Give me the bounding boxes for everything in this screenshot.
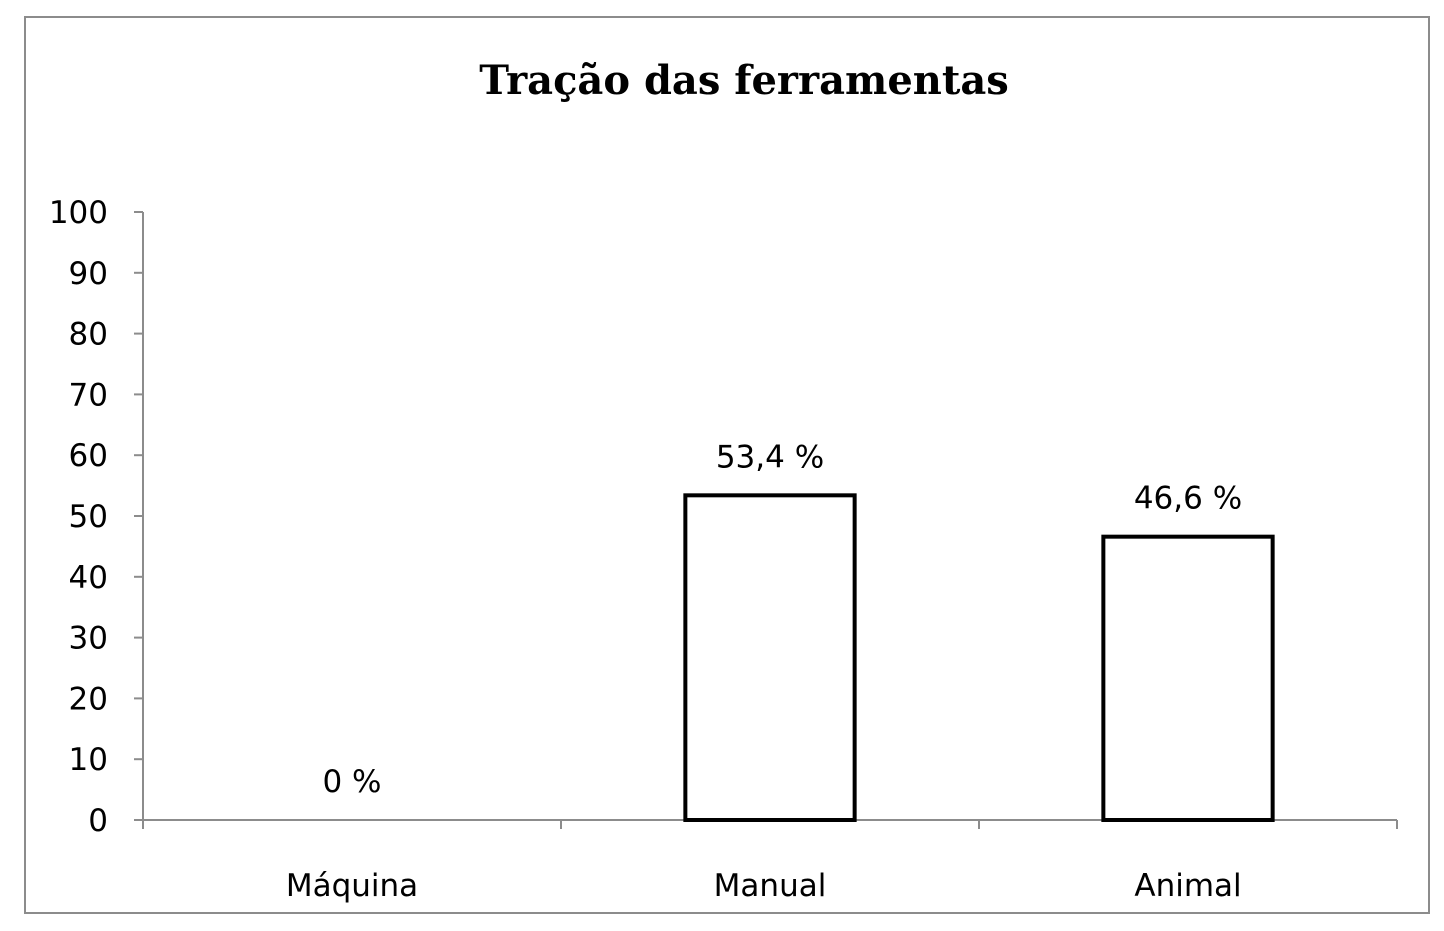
x-category-label: Animal bbox=[1134, 868, 1241, 904]
y-tick-label: 70 bbox=[69, 377, 108, 413]
y-tick-label: 60 bbox=[69, 438, 108, 474]
y-tick-label: 40 bbox=[69, 560, 108, 596]
y-tick-label: 10 bbox=[69, 742, 108, 778]
y-tick-label: 80 bbox=[69, 317, 108, 353]
y-tick-label: 20 bbox=[69, 681, 108, 717]
y-tick-label: 100 bbox=[49, 195, 108, 231]
y-tick-label: 30 bbox=[69, 621, 108, 657]
data-label: 46,6 % bbox=[1134, 481, 1242, 517]
y-tick-label: 90 bbox=[69, 256, 108, 292]
x-category-label: Máquina bbox=[286, 868, 418, 904]
data-label: 53,4 % bbox=[716, 439, 824, 475]
data-labels: 0 % 53,4 % 46,6 % bbox=[322, 439, 1242, 800]
bars bbox=[683, 493, 1275, 822]
bar-manual bbox=[683, 493, 857, 822]
bar-animal bbox=[1101, 534, 1275, 822]
y-tick-label: 0 bbox=[88, 803, 108, 839]
y-tick-label: 50 bbox=[69, 499, 108, 535]
x-category-label: Manual bbox=[714, 868, 827, 904]
x-axis: Máquina Manual Animal bbox=[142, 819, 1398, 904]
y-axis: 0 10 20 30 40 50 60 70 80 90 100 bbox=[49, 195, 144, 839]
data-label: 0 % bbox=[322, 764, 381, 800]
chart-title: Tração das ferramentas bbox=[479, 57, 1009, 104]
